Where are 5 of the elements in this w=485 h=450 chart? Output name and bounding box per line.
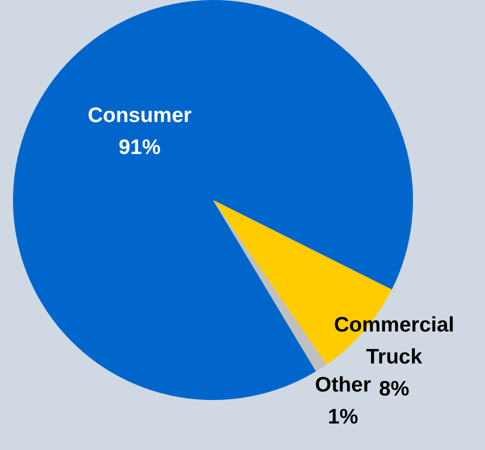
slice-label: Consumer [88, 104, 192, 127]
data-label: 8% [378, 377, 410, 400]
data-label: 1% [328, 406, 359, 429]
data-label: 91% [118, 136, 161, 159]
slice-label: Other [315, 374, 372, 397]
